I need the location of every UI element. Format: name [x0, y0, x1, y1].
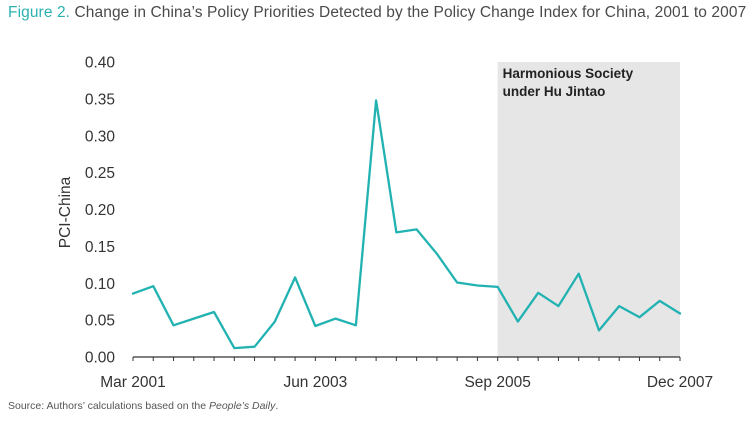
x-axis: Mar 2001 Jun 2003 Sep 2005 Dec 2007 [100, 356, 713, 391]
x-tick-label: Dec 2007 [647, 374, 713, 391]
series-line [131, 99, 682, 350]
x-tick-label: Mar 2001 [100, 374, 165, 391]
y-tick-label: 0.05 [85, 313, 115, 330]
source-suffix: . [275, 400, 279, 412]
figure-title: Figure 2. Change in China’s Policy Prior… [8, 3, 752, 23]
y-axis-label: PCI-China [57, 176, 74, 248]
y-tick-label: 0.35 [85, 91, 115, 108]
series-layer [131, 99, 682, 350]
y-tick-label: 0.40 [85, 55, 116, 72]
source-note: Source: Authors’ calculations based on t… [8, 400, 278, 412]
y-tick-label: 0.00 [85, 350, 116, 367]
shaded-region-label-line1: Harmonious Society [503, 66, 634, 81]
y-tick-label: 0.25 [85, 165, 115, 182]
source-prefix: Source: Authors’ calculations based on t… [8, 400, 209, 412]
y-tick-label: 0.15 [85, 239, 115, 256]
x-tick-label: Sep 2005 [464, 374, 530, 391]
y-tick-label: 0.30 [85, 128, 116, 145]
y-tick-label: 0.20 [85, 202, 116, 219]
source-publication: People’s Daily [209, 400, 276, 412]
y-tick-label: 0.10 [85, 276, 116, 293]
figure-number: Figure 2. [8, 4, 71, 21]
shaded-region-label-line2: under Hu Jintao [503, 84, 606, 99]
y-axis: 0.00 0.05 0.10 0.15 0.20 0.25 0.30 0.35 0.40 PCI-… [57, 55, 115, 367]
figure-title-text: Change in China’s Policy Priorities Dete… [74, 4, 747, 21]
x-tick-label: Jun 2003 [283, 374, 347, 391]
